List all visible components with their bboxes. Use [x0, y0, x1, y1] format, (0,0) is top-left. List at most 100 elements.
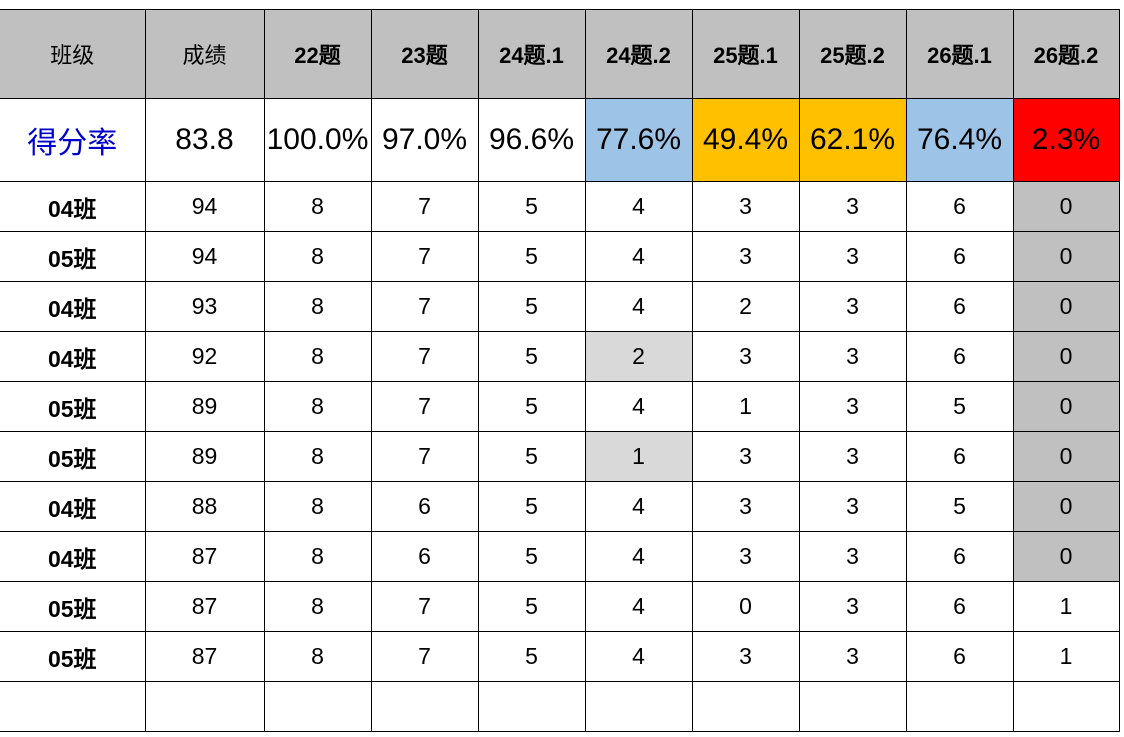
- rate-label: 得分率: [0, 98, 146, 182]
- rate-q23: 97.0%: [370, 98, 479, 182]
- blank-cell: [584, 681, 693, 732]
- header-q24-1: 24题.1: [477, 9, 586, 99]
- header-class: 班级: [0, 9, 146, 99]
- q22-cell: 8: [263, 481, 372, 532]
- q26-2-cell: 1: [1012, 631, 1120, 682]
- score-cell: 92: [144, 331, 265, 382]
- q26-2-cell: 0: [1012, 281, 1120, 332]
- q26-2-cell: 0: [1012, 531, 1120, 582]
- score-cell: 93: [144, 281, 265, 332]
- q25-2-cell: 3: [798, 581, 907, 632]
- q26-1-cell: 6: [905, 281, 1014, 332]
- q26-1-cell: 6: [905, 531, 1014, 582]
- q23-cell: 7: [370, 431, 479, 482]
- blank-cell: [0, 681, 146, 732]
- class-cell: 04班: [0, 481, 146, 532]
- score-cell: 87: [144, 581, 265, 632]
- q25-2-cell: 3: [798, 631, 907, 682]
- q25-2-cell: 3: [798, 381, 907, 432]
- class-cell: 05班: [0, 631, 146, 682]
- q24-2-cell: 4: [584, 481, 693, 532]
- rate-q25-1: 49.4%: [691, 98, 800, 182]
- q25-1-cell: 3: [691, 481, 800, 532]
- table-row: 04班 94 8 7 5 4 3 3 6 0: [0, 181, 1120, 232]
- header-q26-1: 26题.1: [905, 9, 1014, 99]
- class-cell: 04班: [0, 331, 146, 382]
- rate-row: 得分率 83.8 100.0% 97.0% 96.6% 77.6% 49.4% …: [0, 98, 1120, 182]
- q25-2-cell: 3: [798, 181, 907, 232]
- header-score: 成绩: [144, 9, 265, 99]
- table-row: 04班 92 8 7 5 2 3 3 6 0: [0, 331, 1120, 382]
- blank-cell: [798, 681, 907, 732]
- table-row: 04班 93 8 7 5 4 2 3 6 0: [0, 281, 1120, 332]
- score-cell: 87: [144, 531, 265, 582]
- q25-1-cell: 3: [691, 531, 800, 582]
- q25-1-cell: 3: [691, 631, 800, 682]
- score-cell: 89: [144, 431, 265, 482]
- q25-1-cell: 3: [691, 181, 800, 232]
- q26-2-cell: 0: [1012, 231, 1120, 282]
- score-cell: 88: [144, 481, 265, 532]
- class-cell: 05班: [0, 431, 146, 482]
- header-q25-2: 25题.2: [798, 9, 907, 99]
- q26-1-cell: 5: [905, 381, 1014, 432]
- score-cell: 89: [144, 381, 265, 432]
- q25-2-cell: 3: [798, 481, 907, 532]
- q24-2-cell: 4: [584, 181, 693, 232]
- q26-1-cell: 6: [905, 231, 1014, 282]
- q24-1-cell: 5: [477, 481, 586, 532]
- q24-1-cell: 5: [477, 181, 586, 232]
- q22-cell: 8: [263, 431, 372, 482]
- q25-1-cell: 0: [691, 581, 800, 632]
- q23-cell: 6: [370, 531, 479, 582]
- q26-1-cell: 6: [905, 331, 1014, 382]
- table-row: 05班 89 8 7 5 1 3 3 6 0: [0, 431, 1120, 482]
- q24-2-cell: 4: [584, 581, 693, 632]
- q24-1-cell: 5: [477, 531, 586, 582]
- blank-cell: [691, 681, 800, 732]
- q24-1-cell: 5: [477, 381, 586, 432]
- table-row: 05班 94 8 7 5 4 3 3 6 0: [0, 231, 1120, 282]
- q26-2-cell: 0: [1012, 481, 1120, 532]
- q25-2-cell: 3: [798, 431, 907, 482]
- q24-1-cell: 5: [477, 281, 586, 332]
- score-cell: 94: [144, 231, 265, 282]
- q26-2-cell: 1: [1012, 581, 1120, 632]
- q23-cell: 6: [370, 481, 479, 532]
- q24-2-cell: 4: [584, 381, 693, 432]
- score-cell: 94: [144, 181, 265, 232]
- rate-q24-1: 96.6%: [477, 98, 586, 182]
- score-table: 班级 成绩 22题 23题 24题.1 24题.2 25题.1 25题.2 26…: [0, 9, 1120, 732]
- header-q25-1: 25题.1: [691, 9, 800, 99]
- q25-2-cell: 3: [798, 531, 907, 582]
- table-row: 04班 87 8 6 5 4 3 3 6 0: [0, 531, 1120, 582]
- q24-2-cell: 4: [584, 281, 693, 332]
- q23-cell: 7: [370, 381, 479, 432]
- q25-1-cell: 3: [691, 431, 800, 482]
- header-q22: 22题: [263, 9, 372, 99]
- q25-1-cell: 2: [691, 281, 800, 332]
- q23-cell: 7: [370, 581, 479, 632]
- q24-2-cell: 4: [584, 231, 693, 282]
- header-q26-2: 26题.2: [1012, 9, 1120, 99]
- q22-cell: 8: [263, 381, 372, 432]
- q24-1-cell: 5: [477, 331, 586, 382]
- q24-1-cell: 5: [477, 431, 586, 482]
- q26-2-cell: 0: [1012, 381, 1120, 432]
- score-cell: 87: [144, 631, 265, 682]
- q24-1-cell: 5: [477, 581, 586, 632]
- q22-cell: 8: [263, 581, 372, 632]
- q23-cell: 7: [370, 631, 479, 682]
- rate-q24-2: 77.6%: [584, 98, 693, 182]
- q22-cell: 8: [263, 231, 372, 282]
- blank-cell: [263, 681, 372, 732]
- q23-cell: 7: [370, 331, 479, 382]
- q25-1-cell: 1: [691, 381, 800, 432]
- q26-1-cell: 6: [905, 631, 1014, 682]
- class-cell: 05班: [0, 381, 146, 432]
- q26-1-cell: 6: [905, 581, 1014, 632]
- q26-1-cell: 6: [905, 431, 1014, 482]
- q24-2-cell: 1: [584, 431, 693, 482]
- q22-cell: 8: [263, 531, 372, 582]
- table-row: 04班 88 8 6 5 4 3 3 5 0: [0, 481, 1120, 532]
